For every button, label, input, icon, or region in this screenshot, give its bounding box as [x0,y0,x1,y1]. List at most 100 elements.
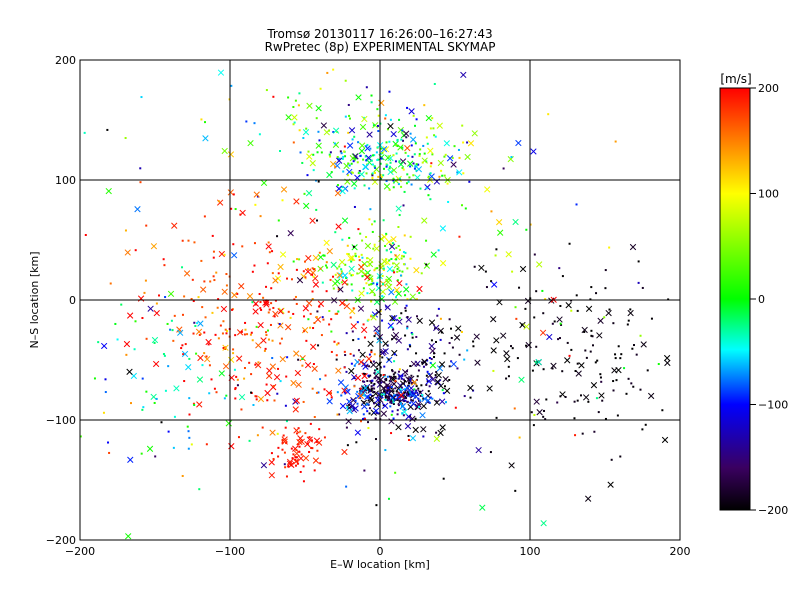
data-point-dot [250,391,253,394]
data-point-dot [306,442,309,445]
data-point-dot [396,397,399,400]
data-point-dot [330,318,333,321]
data-point-dot [388,90,391,93]
data-point-x [395,205,402,212]
data-point-dot [374,377,377,380]
data-point-dot [279,380,282,383]
data-point-x [471,130,478,137]
data-point-x [361,372,368,380]
data-point-dot [232,348,235,351]
data-point-dot [296,258,299,261]
data-point-x [530,148,537,155]
data-point-dot [389,400,392,403]
data-point-dot [362,417,365,420]
data-point-dot [212,250,215,253]
data-point-dot [400,185,403,188]
data-point-x [495,219,503,226]
data-point-dot [370,349,373,352]
data-point-dot [353,377,356,380]
data-point-x [435,372,442,379]
data-point-x [414,174,421,181]
data-point-dot [533,414,536,417]
colorbar-tick-label: 0 [758,293,765,306]
data-point-dot [370,387,373,390]
data-point-dot [231,308,234,311]
data-point-dot [221,332,224,335]
data-point-x [386,265,394,273]
data-point-x [269,363,277,370]
data-point-dot [417,369,420,372]
data-point-dot [287,310,290,313]
data-point-x [443,387,451,394]
data-point-dot [443,352,446,355]
data-point-dot [394,377,397,380]
data-point-dot [304,276,307,279]
data-point-x [126,312,134,319]
data-point-dot [429,361,432,364]
data-point-dot [535,345,538,348]
data-point-dot [340,394,343,397]
y-tick-label: 200 [55,54,76,67]
data-point-dot [312,268,315,271]
data-point-dot [172,339,175,342]
data-point-x [389,394,396,402]
data-point-dot [625,392,628,395]
data-point-dot [320,151,323,154]
data-point-x [410,136,417,143]
data-point-dot [392,402,395,405]
data-point-x [424,397,432,404]
data-point-dot [431,397,434,400]
data-point-x [433,435,440,442]
data-point-dot [600,380,603,383]
data-point-dot [84,233,87,236]
data-point-dot [408,382,411,385]
data-point-dot [303,192,306,195]
data-point-dot [365,145,368,148]
data-point-dot [277,367,280,370]
data-point-x [474,359,481,366]
data-point-dot [422,361,425,364]
data-point-dot [243,333,246,336]
data-point-dot [310,273,313,276]
data-point-dot [283,463,286,466]
data-point-dot [236,384,239,387]
data-point-x [361,115,368,123]
data-point-dot [251,270,254,273]
data-point-x [409,415,416,422]
data-point-x [309,217,316,224]
data-point-dot [312,169,315,172]
data-point-dot [575,294,578,297]
data-point-dot [292,453,295,456]
data-point-x [348,265,355,273]
y-axis-label: N–S location [km] [28,251,41,348]
data-point-dot [193,321,196,324]
data-point-dot [421,361,424,364]
data-point-dot [595,397,598,400]
data-point-x [500,332,507,339]
data-point-dot [399,388,402,391]
data-point-dot [597,411,600,414]
data-point-dot [369,380,372,383]
data-point-dot [382,404,385,407]
data-point-dot [398,177,401,180]
data-point-dot [192,332,195,335]
data-point-dot [271,250,274,253]
data-point-dot [355,441,358,444]
data-point-dot [330,330,333,333]
data-point-x [640,341,647,348]
data-point-dot [370,385,373,388]
data-point-dot [313,416,316,419]
data-point-x [382,402,389,409]
data-point-dot [358,259,361,262]
data-point-dot [514,306,517,309]
data-point-dot [374,166,377,169]
data-point-x [312,457,320,464]
data-point-dot [116,338,119,341]
data-point-x [507,155,514,163]
data-point-x [341,217,349,224]
data-point-dot [234,208,237,211]
data-point-dot [442,477,445,480]
data-point-x [364,274,371,281]
data-point-dot [495,416,498,419]
